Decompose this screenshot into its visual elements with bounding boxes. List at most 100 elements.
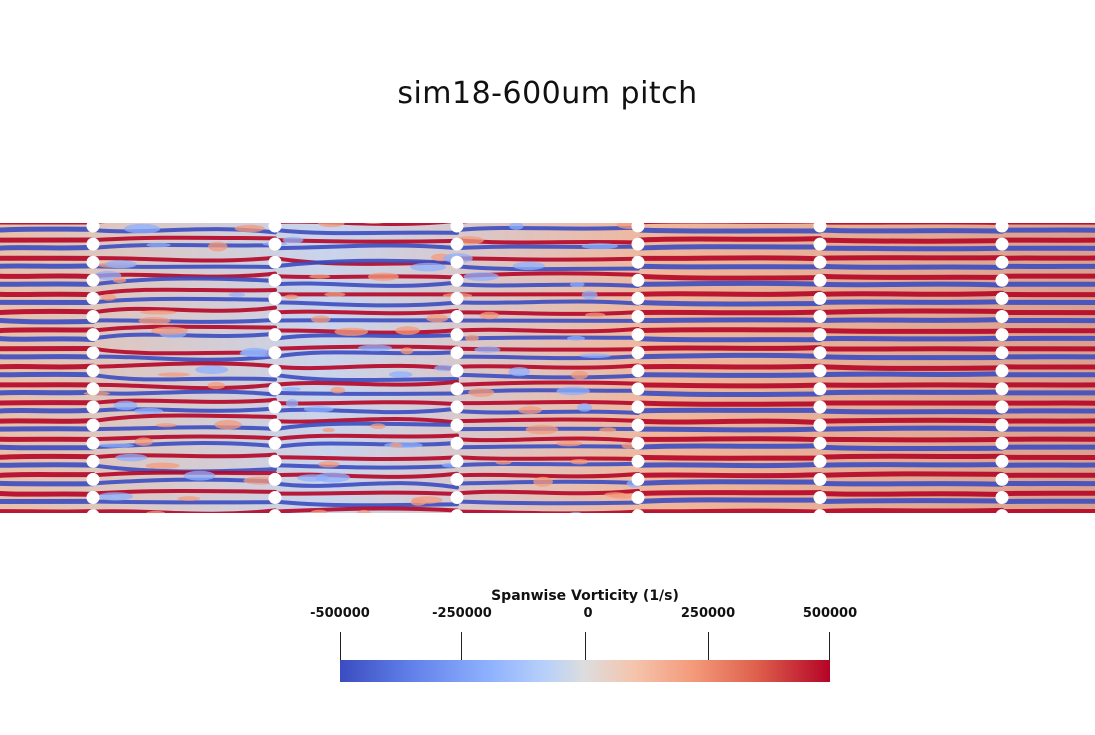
vortex-blob (297, 474, 329, 482)
vorticity-streak (455, 238, 640, 245)
vorticity-streak (455, 335, 640, 341)
pin (450, 491, 464, 504)
pin (450, 222, 464, 233)
vorticity-streak (817, 425, 1005, 432)
pin (631, 418, 645, 432)
pin (995, 454, 1009, 468)
vortex-blob (207, 382, 225, 390)
colorbar-tick-label: -500000 (310, 606, 370, 621)
vortex-blob (284, 294, 299, 300)
vorticity-streak (91, 296, 277, 305)
vorticity-streak (273, 400, 459, 407)
pin (995, 328, 1009, 342)
vorticity-streak (455, 436, 640, 443)
vortex-blob (508, 367, 531, 377)
vorticity-streak (455, 380, 640, 387)
vortex-blob (311, 315, 331, 324)
pin (268, 346, 282, 360)
vorticity-streak (91, 382, 277, 391)
pin (631, 237, 645, 251)
pin (631, 400, 645, 414)
vorticity-streak (0, 263, 96, 269)
pin (631, 509, 645, 514)
vorticity-streak (455, 417, 640, 424)
vortex-blob (195, 365, 229, 374)
colorbar-tick (461, 632, 462, 660)
vorticity-streak (455, 264, 640, 272)
pin (268, 400, 282, 414)
pin (86, 273, 100, 287)
vorticity-streak (817, 371, 1005, 378)
pin (268, 222, 282, 233)
pin (86, 436, 100, 450)
vorticity-streak (273, 308, 459, 316)
pin (995, 237, 1009, 251)
vortex-blob (138, 316, 171, 325)
vortex-blob (146, 242, 171, 248)
vortex-blob (311, 509, 328, 514)
vortex-blob (303, 406, 334, 413)
pin (268, 364, 282, 378)
vorticity-streak (273, 350, 459, 359)
vorticity-streak (817, 328, 1005, 334)
vorticity-streak (91, 242, 277, 251)
pin (995, 400, 1009, 414)
vorticity-streak (91, 324, 277, 333)
vortex-blob (94, 271, 122, 280)
vorticity-streak (635, 327, 823, 334)
vortex-blob (410, 262, 447, 272)
vorticity-streak (455, 444, 640, 450)
vorticity-streak (0, 407, 96, 414)
pin (450, 454, 464, 468)
pin (631, 454, 645, 468)
pin (813, 328, 827, 342)
pin (813, 400, 827, 414)
pin (995, 273, 1009, 287)
pin (631, 436, 645, 450)
vorticity-streak (273, 228, 459, 236)
vorticity-streak (817, 237, 1005, 244)
vorticity-streak (817, 227, 1005, 234)
vorticity-streak (0, 363, 96, 370)
vortex-blob (390, 442, 403, 448)
pin (813, 255, 827, 269)
pin (268, 472, 282, 486)
vorticity-streak (273, 416, 459, 425)
vorticity-streak (817, 480, 1005, 487)
vorticity-streak (635, 263, 823, 270)
pin (450, 418, 464, 432)
vorticity-streak (91, 499, 277, 505)
pin (995, 472, 1009, 486)
vorticity-streak (635, 489, 823, 496)
vorticity-streak (635, 479, 823, 486)
pin (813, 237, 827, 251)
vortex-blob (101, 294, 117, 301)
vortex-blob (509, 222, 524, 230)
vorticity-streak (635, 382, 823, 389)
vorticity-streak (273, 258, 459, 269)
pin (268, 255, 282, 269)
vortex-blob (285, 399, 299, 408)
vortex-blob (512, 261, 545, 270)
vorticity-streak (455, 310, 640, 316)
vorticity-streak (273, 379, 459, 387)
pin (995, 346, 1009, 360)
vorticity-streak (91, 287, 277, 297)
pin (450, 346, 464, 360)
vorticity-streak (455, 399, 640, 406)
pin (631, 382, 645, 396)
vorticity-streak (91, 389, 277, 397)
vorticity-streak (273, 280, 459, 288)
pin (268, 237, 282, 251)
vorticity-streak (817, 453, 1005, 460)
vortex-blob (113, 400, 138, 411)
vortex-blob (322, 428, 335, 433)
vorticity-streak (91, 235, 277, 243)
vortex-blob (151, 326, 189, 335)
vorticity-streak (273, 455, 459, 461)
vorticity-streak (817, 364, 1005, 371)
vortex-blob (98, 443, 135, 448)
vorticity-streak (273, 471, 459, 479)
vorticity-streak (455, 455, 640, 461)
pin (268, 291, 282, 305)
